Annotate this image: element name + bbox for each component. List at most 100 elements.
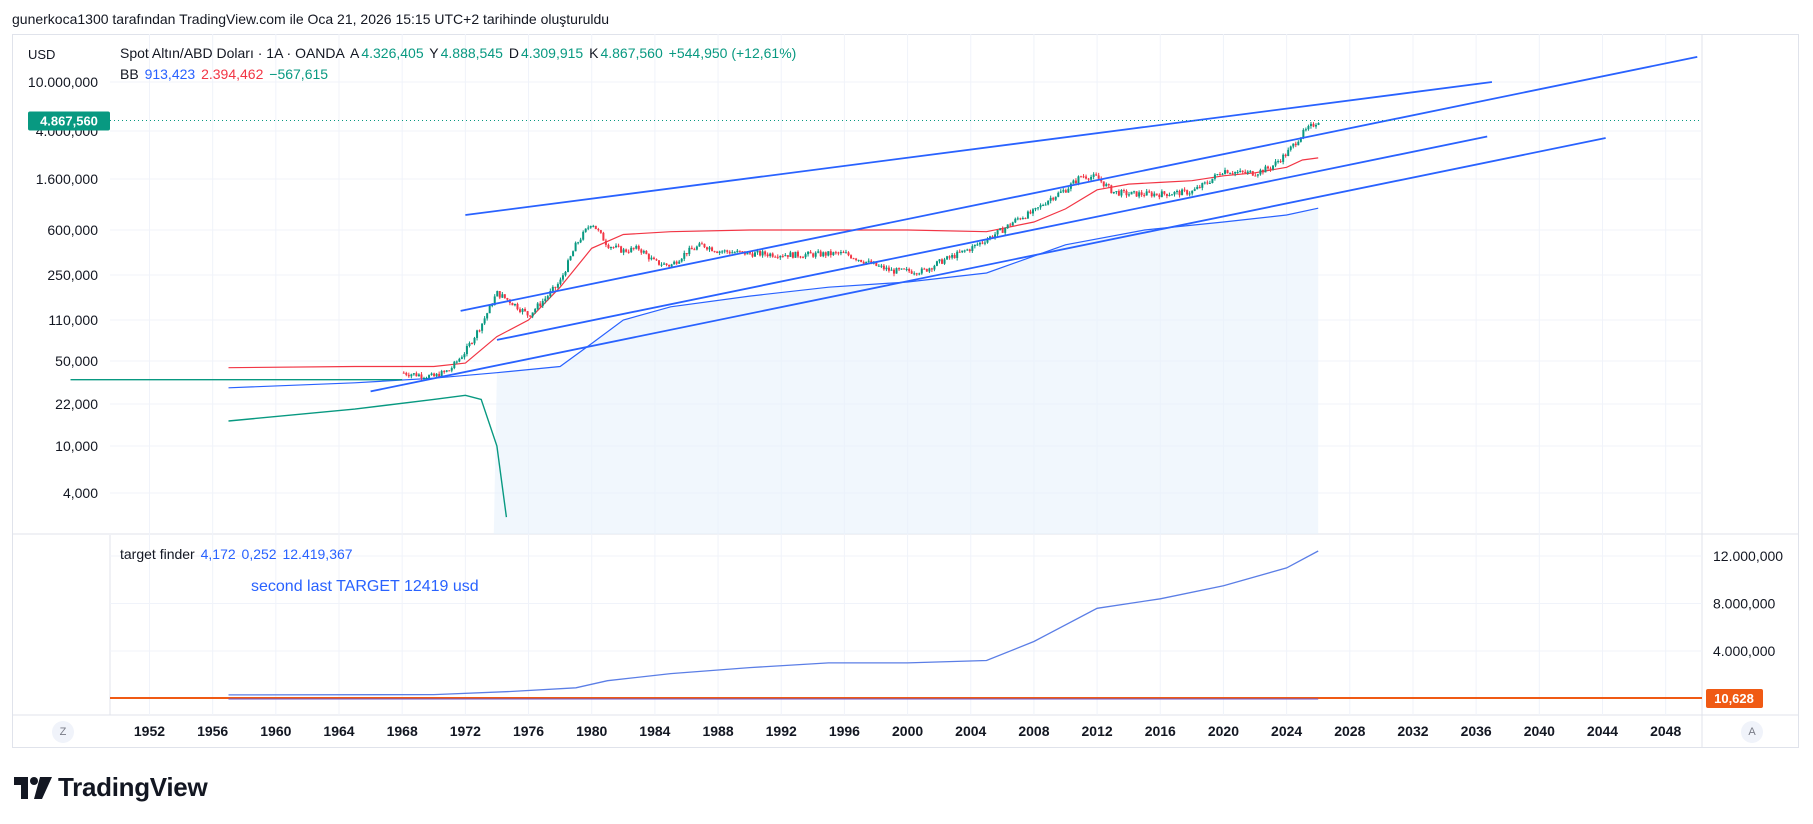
candle-body[interactable]	[827, 251, 830, 256]
candle-body[interactable]	[519, 309, 522, 312]
candle-body[interactable]	[837, 252, 840, 254]
candle-body[interactable]	[738, 250, 741, 252]
candle-body[interactable]	[892, 269, 895, 274]
candle-body[interactable]	[1211, 178, 1214, 183]
candle-body[interactable]	[407, 374, 410, 377]
candle-body[interactable]	[698, 243, 701, 247]
candle-body[interactable]	[438, 373, 441, 378]
candle-body[interactable]	[946, 256, 949, 260]
candle-body[interactable]	[1216, 174, 1219, 176]
candle-body[interactable]	[708, 247, 711, 250]
candle-body[interactable]	[781, 255, 784, 257]
candle-body[interactable]	[887, 267, 890, 271]
candle-body[interactable]	[723, 250, 726, 252]
candle-body[interactable]	[539, 303, 542, 307]
candle-body[interactable]	[602, 232, 605, 241]
candle-body[interactable]	[728, 251, 731, 254]
candle-body[interactable]	[819, 251, 822, 257]
auto-scale-button[interactable]: A	[1741, 721, 1763, 743]
candle-body[interactable]	[1102, 181, 1105, 187]
candle-body[interactable]	[1178, 190, 1181, 196]
candle-body[interactable]	[1082, 176, 1085, 178]
candle-body[interactable]	[1029, 211, 1032, 214]
candle-body[interactable]	[1244, 171, 1247, 174]
candle-body[interactable]	[1274, 161, 1277, 166]
candle-body[interactable]	[877, 265, 880, 267]
candle-body[interactable]	[650, 257, 653, 260]
candle-body[interactable]	[799, 256, 802, 258]
candle-body[interactable]	[731, 252, 734, 254]
candle-body[interactable]	[716, 251, 719, 253]
candle-body[interactable]	[635, 246, 638, 249]
candle-body[interactable]	[1079, 176, 1082, 178]
candle-body[interactable]	[761, 251, 764, 256]
candle-body[interactable]	[1107, 184, 1110, 186]
candle-body[interactable]	[609, 247, 612, 249]
candle-body[interactable]	[938, 259, 941, 262]
candle-body[interactable]	[579, 239, 582, 243]
candle-body[interactable]	[673, 261, 676, 265]
candle-body[interactable]	[1026, 211, 1029, 219]
candle-body[interactable]	[824, 252, 827, 256]
candle-body[interactable]	[1090, 176, 1093, 180]
candle-body[interactable]	[1198, 186, 1201, 188]
candle-body[interactable]	[1042, 205, 1045, 207]
candle-body[interactable]	[908, 268, 911, 272]
candle-body[interactable]	[890, 269, 893, 271]
candle-body[interactable]	[1064, 190, 1067, 193]
candle-body[interactable]	[951, 254, 954, 258]
candle-body[interactable]	[1085, 176, 1088, 179]
candle-body[interactable]	[572, 251, 575, 257]
candle-body[interactable]	[1170, 194, 1173, 196]
candle-body[interactable]	[999, 228, 1002, 231]
candle-body[interactable]	[594, 225, 597, 230]
candle-body[interactable]	[660, 264, 663, 266]
candle-body[interactable]	[1193, 189, 1196, 191]
candle-body[interactable]	[488, 305, 491, 314]
candle-body[interactable]	[996, 230, 999, 235]
candle-body[interactable]	[663, 263, 666, 265]
candle-body[interactable]	[511, 303, 514, 306]
candle-body[interactable]	[700, 243, 703, 245]
candle-body[interactable]	[521, 309, 524, 312]
candle-body[interactable]	[1254, 175, 1257, 177]
candle-body[interactable]	[473, 337, 476, 344]
candle-body[interactable]	[501, 294, 504, 298]
candle-body[interactable]	[961, 250, 964, 253]
candle-body[interactable]	[1140, 192, 1143, 195]
candle-body[interactable]	[943, 259, 946, 264]
candle-body[interactable]	[1074, 180, 1077, 184]
candle-body[interactable]	[1153, 193, 1156, 197]
candle-body[interactable]	[1105, 184, 1108, 187]
candle-body[interactable]	[1112, 191, 1115, 194]
candle-body[interactable]	[534, 309, 537, 313]
candle-body[interactable]	[1001, 228, 1004, 233]
candle-body[interactable]	[693, 249, 696, 251]
candle-body[interactable]	[991, 236, 994, 238]
candle-body[interactable]	[599, 230, 602, 233]
candle-body[interactable]	[1229, 173, 1232, 175]
candle-body[interactable]	[958, 251, 961, 253]
candle-body[interactable]	[554, 286, 557, 288]
candle-body[interactable]	[736, 250, 739, 253]
candle-body[interactable]	[1176, 190, 1179, 192]
candle-body[interactable]	[1014, 218, 1017, 223]
candle-body[interactable]	[622, 249, 625, 253]
candle-body[interactable]	[637, 246, 640, 250]
candle-body[interactable]	[1188, 193, 1191, 195]
candle-body[interactable]	[1067, 188, 1070, 193]
candle-body[interactable]	[597, 229, 600, 231]
candle-body[interactable]	[769, 253, 772, 257]
target-finder-legend[interactable]: target finder 4,172 0,252 12.419,367	[120, 546, 355, 562]
candle-body[interactable]	[405, 372, 408, 375]
candle-body[interactable]	[882, 265, 885, 270]
tradingview-logo[interactable]: TradingView	[14, 772, 208, 803]
candle-body[interactable]	[930, 268, 933, 270]
candle-body[interactable]	[865, 261, 868, 264]
candle-body[interactable]	[1092, 174, 1095, 177]
candle-body[interactable]	[1160, 191, 1163, 198]
candle-body[interactable]	[1241, 170, 1244, 172]
candle-body[interactable]	[1158, 194, 1161, 198]
candle-body[interactable]	[410, 374, 413, 377]
candle-body[interactable]	[425, 377, 428, 379]
